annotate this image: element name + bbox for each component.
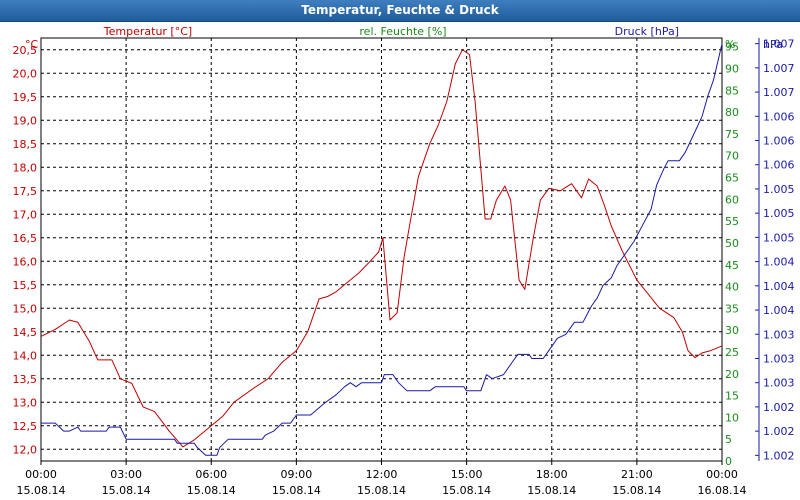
temperature-tick-label: 17,5 — [13, 185, 38, 198]
humidity-tick-label: 55 — [725, 215, 739, 228]
pressure-tick-label: 1.005 — [763, 231, 795, 244]
temperature-tick-label: 12,5 — [13, 420, 38, 433]
pressure-tick-label: 1.004 — [763, 280, 795, 293]
humidity-tick-label: 95 — [725, 41, 739, 54]
chart-title: Temperatur, Feuchte & Druck — [301, 3, 499, 17]
temperature-unit-label: °C — [25, 38, 39, 51]
pressure-tick-label: 1.005 — [763, 207, 795, 220]
x-tick-label-time: 06:00 — [195, 468, 227, 481]
humidity-tick-label: 25 — [725, 346, 739, 359]
pressure-tick-label: 1.003 — [763, 328, 795, 341]
pressure-tick-label: 1.003 — [763, 352, 795, 365]
temperature-tick-label: 18,0 — [13, 161, 38, 174]
temperature-tick-label: 14,0 — [13, 349, 38, 362]
x-tick-label-date: 16.08.14 — [698, 484, 747, 497]
x-tick-label-time: 15:00 — [451, 468, 483, 481]
pressure-axis-title: Druck [hPa] — [615, 25, 679, 38]
x-tick-label-time: 12:00 — [366, 468, 398, 481]
humidity-tick-label: 85 — [725, 84, 739, 97]
humidity-tick-label: 75 — [725, 128, 739, 141]
pressure-tick-label: 1.007 — [763, 38, 795, 51]
humidity-tick-label: 45 — [725, 259, 739, 272]
humidity-tick-label: 15 — [725, 390, 739, 403]
humidity-tick-label: 5 — [725, 433, 732, 446]
pressure-tick-label: 1.002 — [763, 425, 795, 438]
x-tick-label-date: 15.08.14 — [442, 484, 491, 497]
temperature-tick-label: 19,5 — [13, 91, 38, 104]
humidity-tick-label: 35 — [725, 302, 739, 315]
humidity-axis-title: rel. Feuchte [%] — [359, 25, 446, 38]
temperature-tick-label: 15,5 — [13, 279, 38, 292]
temperature-tick-label: 12,0 — [13, 443, 38, 456]
x-tick-label-time: 00:00 — [706, 468, 738, 481]
x-tick-label-date: 15.08.14 — [527, 484, 576, 497]
humidity-tick-label: 50 — [725, 237, 739, 250]
temperature-tick-label: 20,5 — [13, 44, 38, 57]
title-bar: Temperatur, Feuchte & Druck — [0, 0, 800, 22]
temperature-series-line — [40, 49, 723, 448]
x-tick-label-time: 18:00 — [536, 468, 568, 481]
x-tick-label-date: 15.08.14 — [17, 484, 66, 497]
x-tick-label-time: 09:00 — [281, 468, 313, 481]
x-tick-label-date: 15.08.14 — [187, 484, 236, 497]
x-tick-label-date: 15.08.14 — [357, 484, 406, 497]
pressure-tick-label: 1.002 — [763, 449, 795, 462]
pressure-tick-label: 1.007 — [763, 86, 795, 99]
humidity-tick-label: 0 — [725, 455, 732, 468]
pressure-tick-label: 1.004 — [763, 304, 795, 317]
pressure-tick-label: 1.006 — [763, 135, 795, 148]
humidity-tick-label: 80 — [725, 106, 739, 119]
x-tick-label-time: 21:00 — [621, 468, 653, 481]
x-tick-label-date: 15.08.14 — [272, 484, 321, 497]
humidity-tick-label: 70 — [725, 150, 739, 163]
humidity-tick-label: 90 — [725, 63, 739, 76]
pressure-tick-label: 1.006 — [763, 110, 795, 123]
pressure-tick-label: 1.007 — [763, 62, 795, 75]
pressure-tick-label: 1.004 — [763, 256, 795, 269]
humidity-tick-label: 30 — [725, 324, 739, 337]
temperature-tick-label: 13,0 — [13, 396, 38, 409]
pressure-unit-label: hPa — [763, 38, 783, 51]
humidity-tick-label: 20 — [725, 368, 739, 381]
humidity-tick-label: 60 — [725, 193, 739, 206]
temperature-tick-label: 16,5 — [13, 232, 38, 245]
pressure-tick-label: 1.002 — [763, 401, 795, 414]
temperature-tick-label: 18,5 — [13, 138, 38, 151]
humidity-tick-label: 40 — [725, 281, 739, 294]
temperature-tick-label: 15,0 — [13, 302, 38, 315]
temperature-axis-title: Temperatur [°C] — [103, 25, 192, 38]
temperature-tick-label: 13,5 — [13, 373, 38, 386]
temperature-tick-label: 14,5 — [13, 326, 38, 339]
x-tick-label-time: 03:00 — [110, 468, 142, 481]
temperature-tick-label: 17,0 — [13, 208, 38, 221]
humidity-unit-label: % — [725, 38, 735, 51]
pressure-tick-label: 1.006 — [763, 159, 795, 172]
pressure-tick-label: 1.005 — [763, 183, 795, 196]
x-tick-label-date: 15.08.14 — [102, 484, 151, 497]
x-tick-label-time: 00:00 — [25, 468, 57, 481]
x-tick-label-date: 15.08.14 — [612, 484, 661, 497]
pressure-series-line — [41, 43, 723, 456]
humidity-tick-label: 65 — [725, 172, 739, 185]
temperature-tick-label: 19,0 — [13, 114, 38, 127]
temperature-tick-label: 20,0 — [13, 67, 38, 80]
humidity-tick-label: 10 — [725, 411, 739, 424]
pressure-tick-label: 1.003 — [763, 377, 795, 390]
temperature-tick-label: 16,0 — [13, 255, 38, 268]
